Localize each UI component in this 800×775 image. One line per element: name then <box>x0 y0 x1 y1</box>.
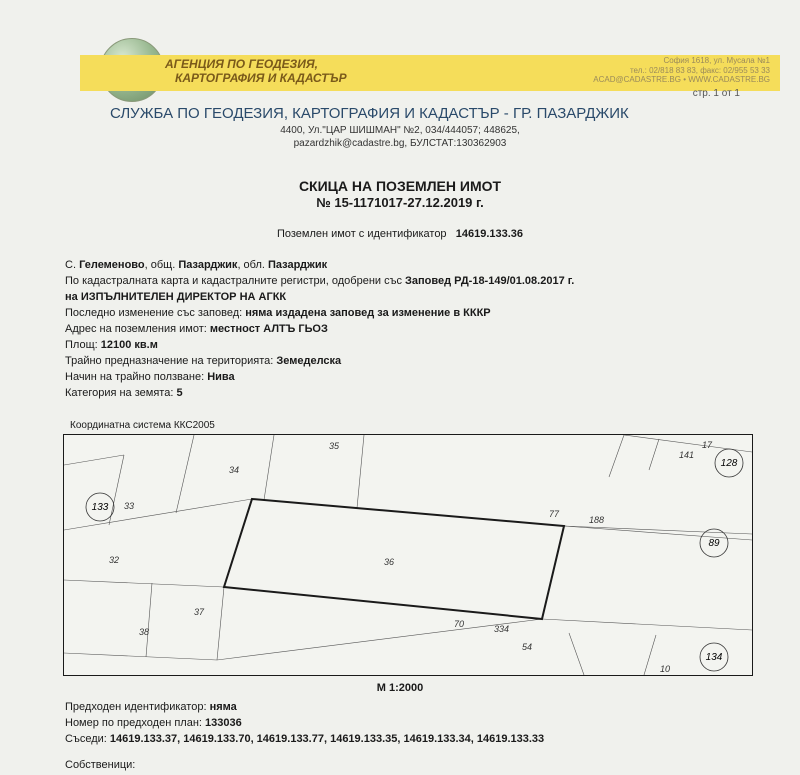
svg-text:33: 33 <box>124 501 134 511</box>
identifier-line: Поземлен имот с идентификатор 14619.133.… <box>0 228 800 240</box>
svg-text:17: 17 <box>702 440 713 450</box>
svg-text:141: 141 <box>679 450 694 460</box>
office-address: 4400, Ул."ЦАР ШИШМАН" №2, 034/444057; 44… <box>0 125 800 136</box>
office-title: СЛУЖБА ПО ГЕОДЕЗИЯ, КАРТОГРАФИЯ И КАДАСТ… <box>110 105 780 122</box>
owners-label: Собственици: <box>65 758 760 774</box>
svg-text:34: 34 <box>229 465 239 475</box>
agency-contact: София 1618, ул. Мусала №1 тел.: 02/818 8… <box>593 56 770 85</box>
svg-text:334: 334 <box>494 624 509 634</box>
office-contact: pazardzhik@cadastre.bg, БУЛСТАТ:13036290… <box>0 138 800 149</box>
svg-text:70: 70 <box>454 619 464 629</box>
header-band: АГЕНЦИЯ ПО ГЕОДЕЗИЯ, КАРТОГРАФИЯ И КАДАС… <box>80 55 780 91</box>
svg-text:133: 133 <box>92 502 109 513</box>
footer-details: Предходен идентификатор: няма Номер по п… <box>65 700 760 774</box>
svg-text:32: 32 <box>109 555 119 565</box>
svg-text:77: 77 <box>549 509 560 519</box>
document-title: СКИЦА НА ПОЗЕМЛЕН ИМОТ <box>0 178 800 194</box>
svg-text:128: 128 <box>721 458 738 469</box>
svg-text:35: 35 <box>329 441 340 451</box>
map-svg: 35 34 33 32 37 38 36 70 334 54 77 188 17 141 10 133 128 8… <box>64 435 752 675</box>
page-number: стр. 1 от 1 <box>693 88 740 99</box>
cadastral-map: 35 34 33 32 37 38 36 70 334 54 77 188 17 141 10 133 128 8… <box>63 434 753 676</box>
svg-text:134: 134 <box>706 652 723 663</box>
coord-system-label: Координатна система ККС2005 <box>70 420 215 431</box>
svg-text:10: 10 <box>660 664 670 674</box>
identifier-value: 14619.133.36 <box>456 228 523 240</box>
property-details: С. Гелеменово, общ. Пазарджик, обл. Паза… <box>65 258 760 401</box>
svg-text:36: 36 <box>384 557 394 567</box>
agency-name-2: КАРТОГРАФИЯ И КАДАСТЪР <box>175 71 347 85</box>
svg-text:54: 54 <box>522 642 532 652</box>
svg-text:37: 37 <box>194 607 205 617</box>
document-number: № 15-1171017-27.12.2019 г. <box>0 195 800 210</box>
svg-text:188: 188 <box>589 515 604 525</box>
svg-text:89: 89 <box>708 538 720 549</box>
agency-name-1: АГЕНЦИЯ ПО ГЕОДЕЗИЯ, <box>165 57 318 71</box>
map-scale: М 1:2000 <box>0 682 800 694</box>
svg-text:38: 38 <box>139 627 149 637</box>
document-page: АГЕНЦИЯ ПО ГЕОДЕЗИЯ, КАРТОГРАФИЯ И КАДАС… <box>0 0 800 775</box>
